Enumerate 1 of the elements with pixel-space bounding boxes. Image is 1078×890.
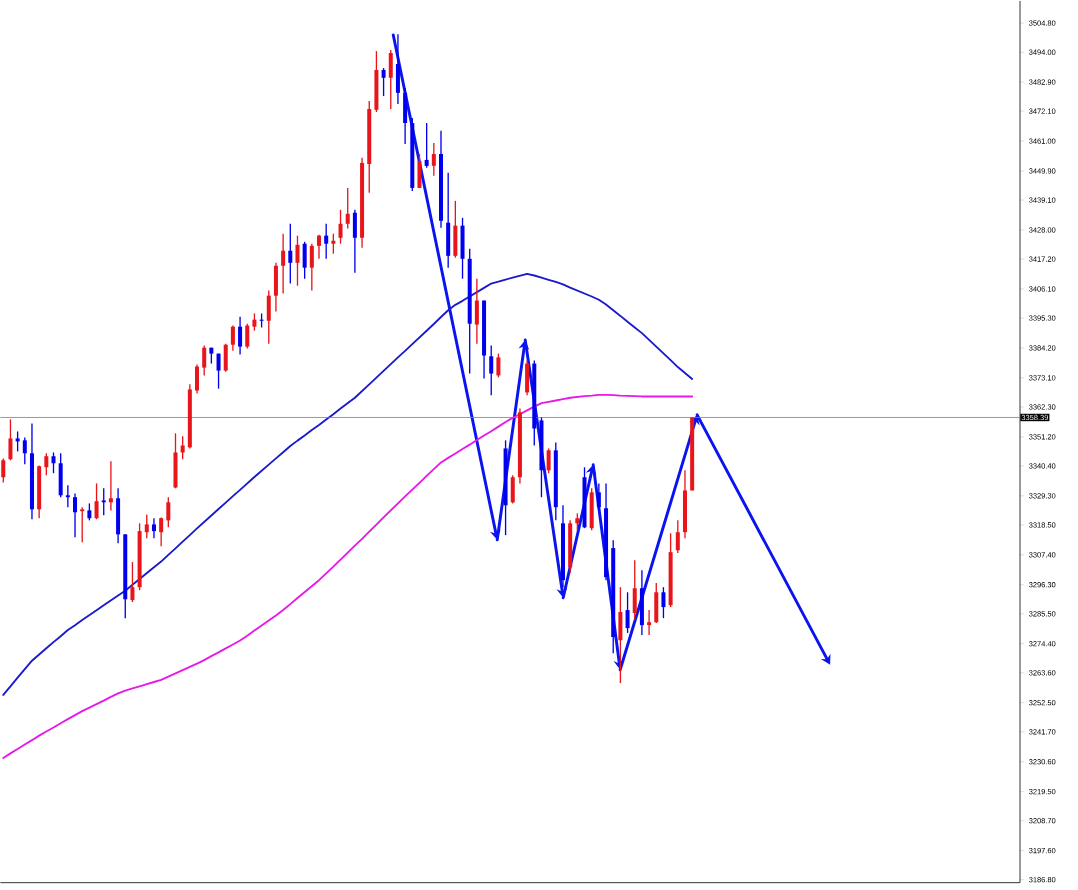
candlestick <box>51 451 56 475</box>
